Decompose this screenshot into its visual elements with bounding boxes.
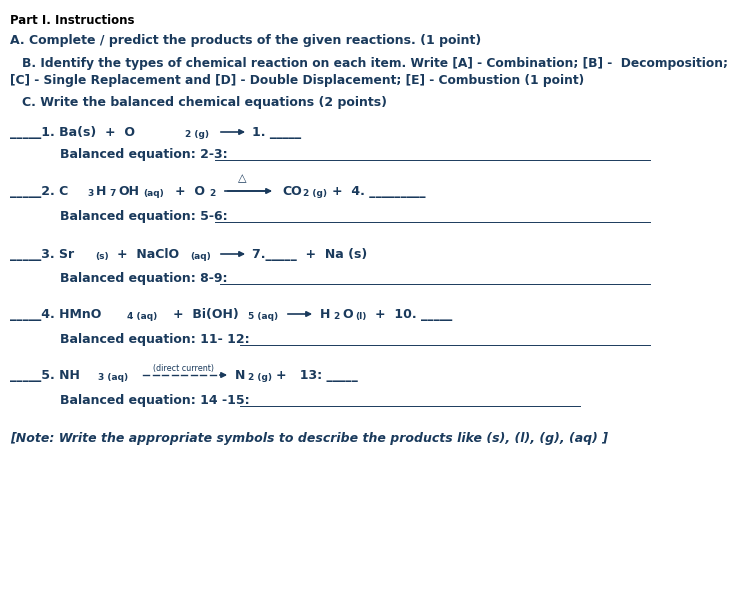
Text: Balanced equation: 8-9:: Balanced equation: 8-9: (60, 272, 227, 285)
Text: +  10. _____: + 10. _____ (375, 308, 452, 321)
Text: Balanced equation: 5-6:: Balanced equation: 5-6: (60, 210, 227, 223)
Text: OH: OH (118, 185, 139, 198)
Text: _____1. Ba(s)  +  O: _____1. Ba(s) + O (10, 126, 135, 139)
Text: 7: 7 (109, 189, 116, 198)
Text: C. Write the balanced chemical equations (2 points): C. Write the balanced chemical equations… (22, 96, 387, 109)
Text: (aq): (aq) (190, 252, 211, 261)
Text: 3: 3 (87, 189, 94, 198)
Text: H: H (96, 185, 106, 198)
Text: +   13: _____: + 13: _____ (276, 369, 358, 382)
Text: (s): (s) (95, 252, 109, 261)
Text: [C] - Single Replacement and [D] - Double Displacement; [E] - Combustion (1 poin: [C] - Single Replacement and [D] - Doubl… (10, 74, 584, 87)
Text: Balanced equation: 11- 12:: Balanced equation: 11- 12: (60, 333, 250, 346)
Text: 2: 2 (333, 312, 339, 321)
Text: H: H (320, 308, 331, 321)
Text: 7._____  +  Na (s): 7._____ + Na (s) (252, 248, 367, 261)
Text: 2 (g): 2 (g) (248, 373, 272, 382)
Text: (l): (l) (355, 312, 366, 321)
Text: +  O: + O (175, 185, 205, 198)
Text: Balanced equation: 2-3:: Balanced equation: 2-3: (60, 148, 227, 161)
Text: _____4. HMnO: _____4. HMnO (10, 308, 101, 321)
Text: [Note: Write the appropriate symbols to describe the products like (s), (l), (g): [Note: Write the appropriate symbols to … (10, 432, 608, 445)
Text: _____3. Sr: _____3. Sr (10, 248, 74, 261)
Text: (aq): (aq) (143, 189, 164, 198)
Text: _____5. NH: _____5. NH (10, 369, 80, 382)
Text: N: N (235, 369, 245, 382)
Text: △: △ (238, 173, 246, 183)
Text: +  Bi(OH): + Bi(OH) (173, 308, 239, 321)
Text: 3 (aq): 3 (aq) (98, 373, 128, 382)
Text: +  NaClO: + NaClO (117, 248, 179, 261)
Text: O: O (342, 308, 353, 321)
Text: 5 (aq): 5 (aq) (248, 312, 278, 321)
Text: 2 (g): 2 (g) (185, 130, 209, 139)
Text: +  4. _________: + 4. _________ (332, 185, 426, 198)
Text: 2: 2 (209, 189, 215, 198)
Text: A. Complete / predict the products of the given reactions. (1 point): A. Complete / predict the products of th… (10, 34, 481, 47)
Text: Part I. Instructions: Part I. Instructions (10, 14, 134, 27)
Text: Balanced equation: 14 -15:: Balanced equation: 14 -15: (60, 394, 250, 407)
Text: CO: CO (282, 185, 302, 198)
Text: 1. _____: 1. _____ (252, 126, 301, 139)
Text: (direct current): (direct current) (153, 364, 214, 373)
Text: 4 (aq): 4 (aq) (127, 312, 157, 321)
Text: 2 (g): 2 (g) (303, 189, 327, 198)
Text: _____2. C: _____2. C (10, 185, 68, 198)
Text: B. Identify the types of chemical reaction on each item. Write [A] - Combination: B. Identify the types of chemical reacti… (22, 57, 728, 70)
